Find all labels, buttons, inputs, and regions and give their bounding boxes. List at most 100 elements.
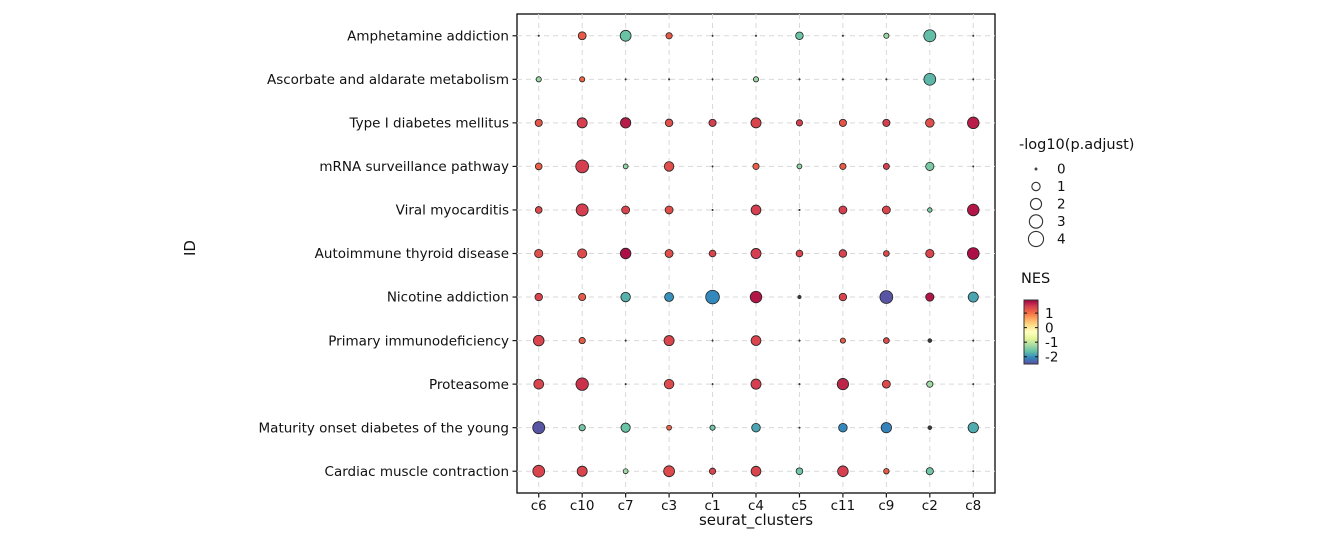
size-legend-circle: [1029, 197, 1043, 211]
data-point: [711, 78, 714, 81]
y-axis-title: ID: [181, 240, 199, 256]
data-point: [797, 294, 802, 300]
data-point: [752, 76, 760, 83]
data-point: [883, 250, 890, 257]
data-point: [664, 249, 674, 258]
data-point: [708, 467, 717, 475]
data-point: [664, 118, 674, 128]
size-legend-value: 4: [1057, 232, 1066, 248]
y-tick-label: Amphetamine addiction: [347, 28, 509, 44]
data-point: [711, 165, 714, 168]
data-point: [622, 163, 629, 170]
data-point: [619, 247, 632, 260]
y-tick-label: Cardiac muscle contraction: [325, 464, 509, 480]
data-point: [881, 379, 891, 389]
size-legend-circle: [1031, 181, 1041, 192]
data-point: [575, 377, 589, 391]
y-tick-label: Proteasome: [429, 377, 509, 393]
x-tick-label: c8: [965, 498, 981, 514]
data-point: [621, 205, 631, 215]
data-point: [925, 467, 934, 476]
data-point: [885, 78, 888, 81]
size-legend-circle: [1027, 230, 1045, 248]
data-point: [841, 78, 844, 81]
data-point: [579, 76, 586, 83]
colorbar-tick-label: -2: [1045, 349, 1058, 365]
data-point: [967, 291, 979, 303]
y-tick-label: Ascorbate and aldarate metabolism: [267, 72, 509, 88]
data-point: [972, 470, 975, 473]
data-point: [624, 339, 627, 342]
data-point: [534, 248, 544, 259]
data-point: [839, 162, 847, 170]
data-point: [927, 207, 933, 213]
data-point: [666, 424, 672, 431]
data-point: [838, 422, 848, 433]
data-point: [663, 465, 675, 478]
colorbar-tick-label: 1: [1045, 306, 1054, 322]
data-point: [575, 203, 589, 217]
data-point: [750, 248, 762, 259]
data-point: [841, 34, 844, 37]
data-point: [972, 339, 975, 342]
data-point: [620, 422, 631, 433]
data-point: [795, 31, 804, 40]
data-point: [663, 378, 675, 390]
data-point: [796, 163, 803, 170]
data-point: [577, 31, 587, 41]
data-point: [711, 383, 714, 386]
size-legend-value: 0: [1057, 162, 1066, 178]
data-point: [795, 249, 804, 258]
data-point: [882, 162, 890, 170]
size-legend-value: 1: [1057, 179, 1066, 195]
data-point: [750, 378, 762, 390]
data-point: [620, 117, 632, 129]
data-point: [578, 337, 586, 345]
size-legend-circle: [1028, 214, 1044, 229]
data-point: [839, 337, 846, 344]
data-point: [798, 339, 801, 342]
data-point: [624, 78, 627, 81]
data-point: [708, 118, 717, 127]
size-legend-circle: [1034, 167, 1038, 171]
data-point: [537, 34, 540, 37]
x-tick-label: c1: [705, 498, 721, 514]
data-point: [837, 465, 849, 477]
data-point: [966, 247, 980, 260]
data-point: [972, 78, 975, 81]
data-point: [663, 335, 675, 347]
color-legend-title: NES: [1021, 271, 1051, 287]
data-point: [750, 204, 762, 216]
y-tick-label: Maturity onset diabetes of the young: [259, 420, 509, 436]
data-point: [577, 248, 588, 259]
data-point: [711, 208, 714, 212]
y-tick-label: Primary immunodeficiency: [328, 333, 509, 349]
data-point: [578, 424, 586, 432]
data-point: [622, 468, 629, 475]
data-point: [927, 338, 933, 343]
data-point: [751, 422, 761, 433]
data-point: [578, 293, 587, 302]
y-tick-label: Nicotine addiction: [387, 290, 509, 306]
data-point: [838, 292, 848, 302]
data-point: [534, 118, 543, 127]
data-point: [925, 248, 935, 259]
data-point: [880, 422, 892, 434]
data-point: [663, 161, 675, 172]
x-tick-label: c10: [570, 498, 595, 514]
data-point: [798, 78, 801, 81]
data-point: [925, 118, 935, 128]
data-point: [668, 78, 671, 81]
data-point: [535, 76, 542, 83]
data-point: [750, 335, 762, 346]
data-point: [754, 34, 758, 37]
data-point: [749, 290, 763, 304]
data-point: [879, 290, 894, 304]
data-point: [838, 249, 848, 258]
data-point: [665, 32, 673, 40]
data-point: [532, 421, 546, 435]
data-point: [881, 205, 891, 215]
data-point: [882, 118, 891, 127]
